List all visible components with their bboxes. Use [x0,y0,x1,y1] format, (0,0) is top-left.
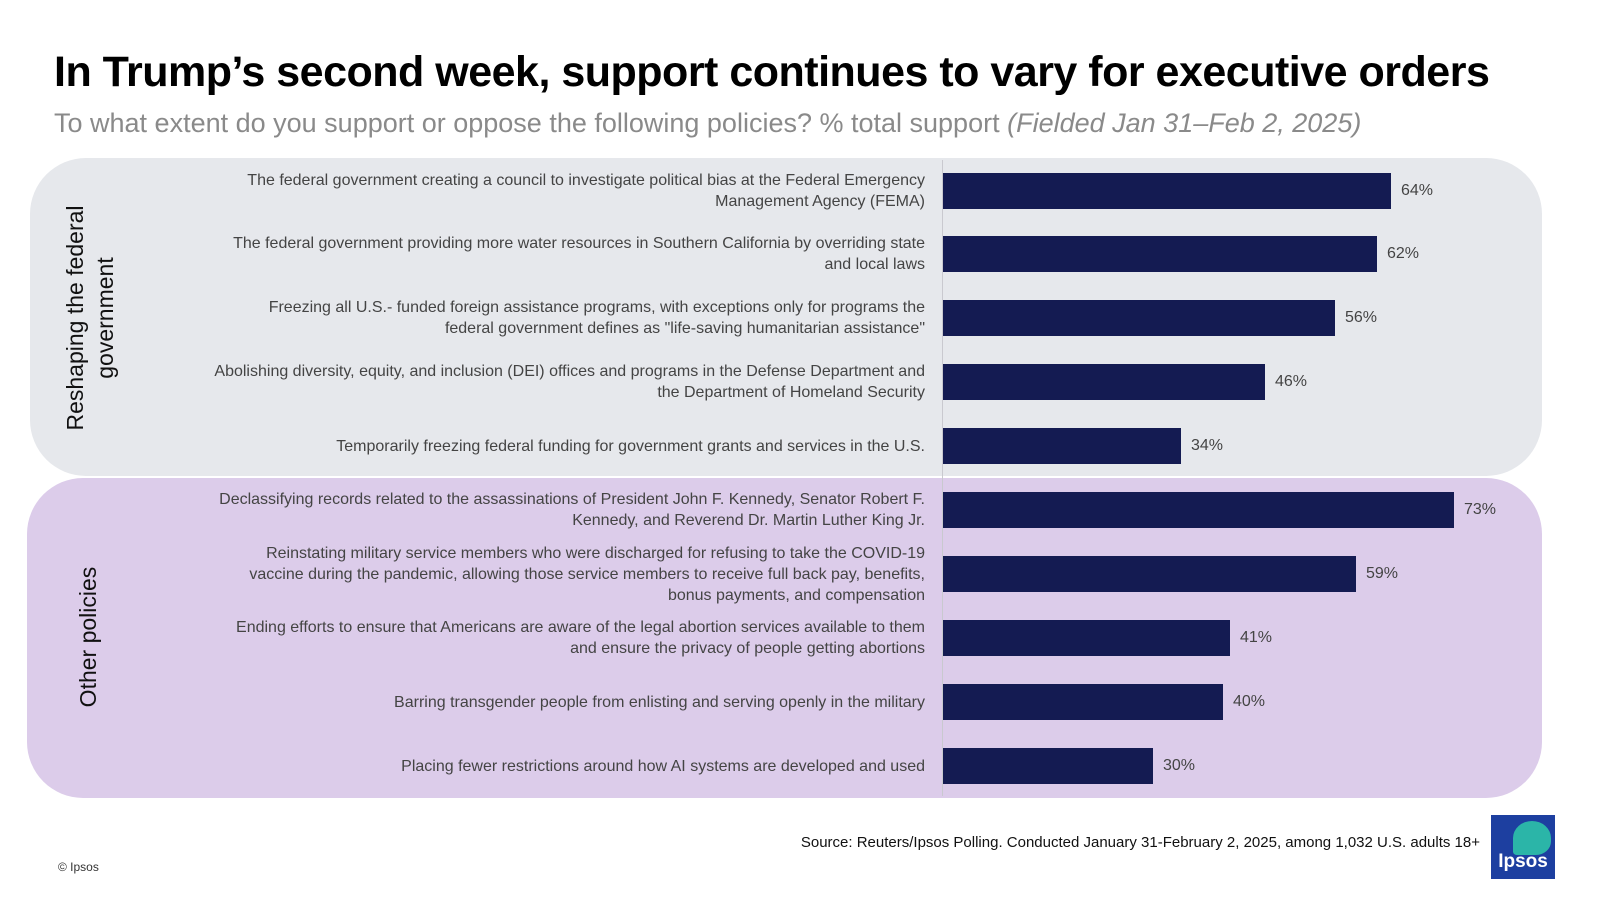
category-label: Declassifying records related to the ass… [160,489,925,531]
category-label-line: the Department of Homeland Security [657,384,925,401]
bar [943,684,1223,720]
category-label-line: vaccine during the pandemic, allowing th… [249,565,925,583]
axis-baseline [942,160,943,796]
category-label-line: Management Agency (FEMA) [715,193,925,210]
copyright-note: © Ipsos [58,860,99,874]
category-label: The federal government providing more wa… [160,233,925,275]
category-label: Abolishing diversity, equity, and inclus… [160,361,925,403]
category-label-line: Kennedy, and Reverend Dr. Martin Luther … [572,512,925,529]
subtitle-question: To what extent do you support or oppose … [54,108,1008,138]
bar-value-label: 40% [1233,693,1266,710]
bar [943,620,1230,656]
bar [943,364,1265,400]
category-label-line: The federal government creating a counci… [247,172,925,189]
category-label: Temporarily freezing federal funding for… [160,436,925,457]
category-label-line: Freezing all U.S.- funded foreign assist… [268,299,925,316]
bar-value-label: 41% [1240,629,1273,646]
category-label-line: Declassifying records related to the ass… [219,491,925,508]
category-label-line: bonus payments, and compensation [667,586,925,604]
category-label-line: Abolishing diversity, equity, and inclus… [214,363,925,380]
category-label-line: Placing fewer restrictions around how AI… [401,757,925,775]
category-label-line: Temporarily freezing federal funding for… [336,437,925,455]
logo-head-icon [1513,821,1551,855]
bar-value-label: 30% [1163,757,1196,774]
bar [943,428,1181,464]
group-label-line: government [92,257,118,379]
group-label-line: Other policies [75,566,101,708]
bar-value-label: 64% [1401,182,1434,199]
bar-value-label: 56% [1345,309,1378,326]
group-label-text: Reshaping the federal government [60,205,120,430]
category-label-line: Ending efforts to ensure that Americans … [236,619,925,636]
category-label: Placing fewer restrictions around how AI… [160,756,925,777]
category-label-line: Barring transgender people from enlistin… [394,693,925,711]
subtitle-fielded: (Fielded Jan 31–Feb 2, 2025) [1007,108,1362,138]
source-note: Source: Reuters/Ipsos Polling. Conducted… [800,834,1480,851]
group-label-other: Other policies [53,477,123,797]
bar-value-label: 34% [1191,437,1224,454]
bar [943,556,1356,592]
group-label-reshaping: Reshaping the federal government [55,159,125,477]
bar [943,173,1391,209]
bar-value-label: 73% [1464,501,1497,518]
chart-subtitle: To what extent do you support or oppose … [54,108,1361,139]
category-label-line: and ensure the privacy of people getting… [570,640,925,657]
bar [943,300,1335,336]
group-panel-other [27,478,1542,798]
bar [943,236,1377,272]
category-label: Barring transgender people from enlistin… [160,692,925,713]
category-label: Reinstating military service members who… [160,543,925,606]
category-label-line: federal government defines as "life-savi… [444,320,925,337]
bar [943,748,1153,784]
category-label-line: The federal government providing more wa… [233,235,925,252]
category-label-line: Reinstating military service members who… [266,544,925,562]
category-label: Freezing all U.S.- funded foreign assist… [160,297,925,339]
chart-title: In Trump’s second week, support continue… [54,48,1490,96]
bar-value-label: 59% [1366,565,1399,582]
ipsos-logo: Ipsos [1491,815,1555,879]
bar-value-label: 62% [1387,245,1420,262]
bar-value-label: 46% [1275,373,1308,390]
group-label-text: Other policies [73,567,103,708]
logo-text: Ipsos [1498,851,1548,872]
bar [943,492,1454,528]
category-label-line: and local laws [824,256,926,273]
category-label: Ending efforts to ensure that Americans … [160,617,925,659]
group-label-line: Reshaping the federal [62,205,88,431]
category-label: The federal government creating a counci… [160,170,925,212]
